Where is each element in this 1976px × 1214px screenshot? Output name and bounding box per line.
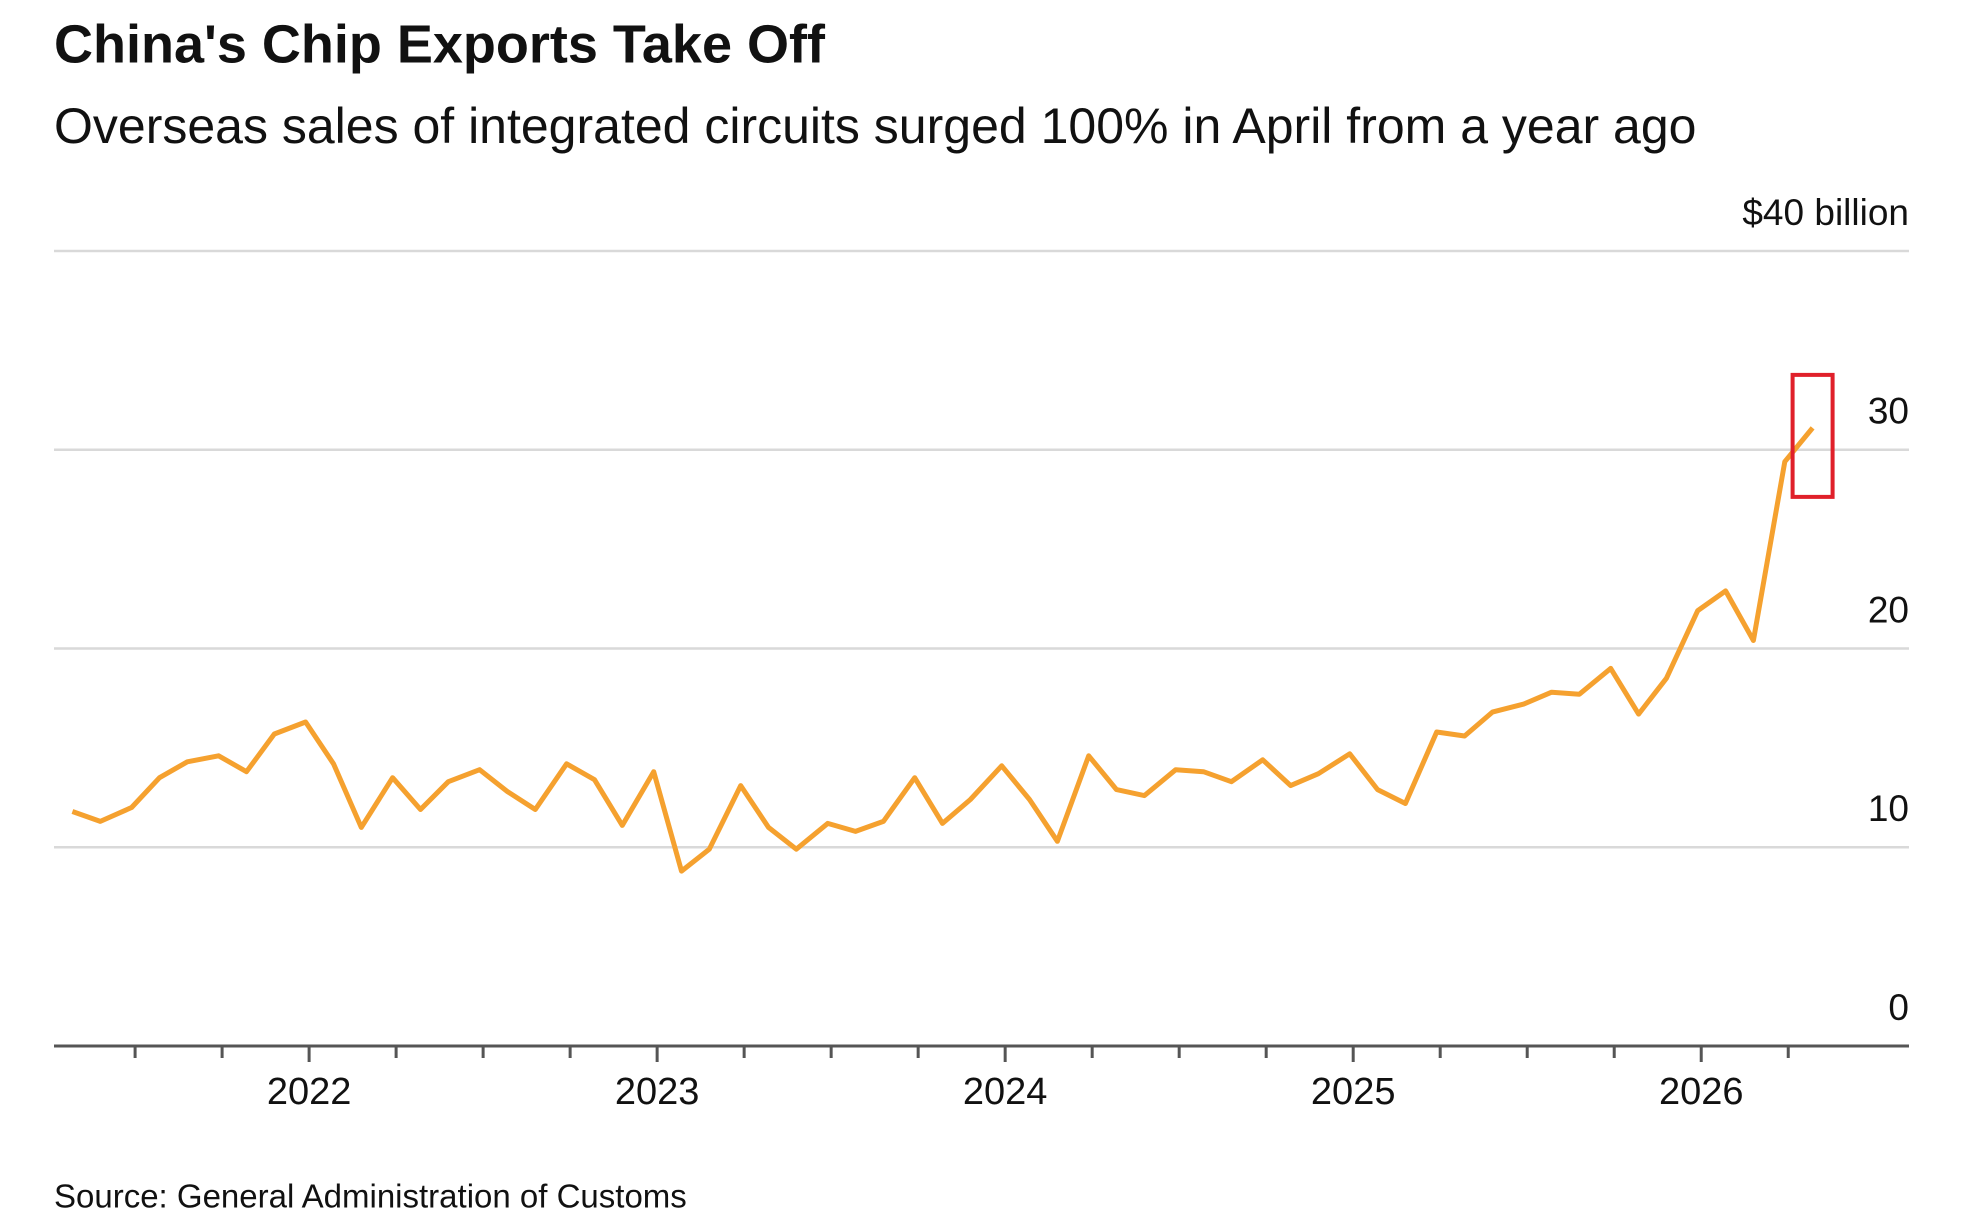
x-tick-label: 2023 — [615, 1071, 700, 1113]
y-tick-label: 20 — [1868, 589, 1909, 630]
y-tick-label: 0 — [1888, 987, 1909, 1028]
chart-title: China's Chip Exports Take Off — [54, 14, 826, 74]
y-tick-label: $40 billion — [1742, 192, 1909, 233]
chart-subtitle: Overseas sales of integrated circuits su… — [54, 98, 1696, 154]
highlight-box — [1790, 372, 1835, 499]
data-line — [71, 426, 1815, 874]
x-tick-label: 2022 — [267, 1071, 352, 1113]
y-tick-label: 10 — [1868, 788, 1909, 829]
source-note: Source: General Administration of Custom… — [54, 1178, 687, 1214]
x-tick-label: 2026 — [1659, 1071, 1744, 1113]
x-tick-label: 2025 — [1311, 1071, 1396, 1113]
y-tick-label: 30 — [1868, 391, 1909, 432]
x-tick-label: 2024 — [963, 1071, 1048, 1113]
